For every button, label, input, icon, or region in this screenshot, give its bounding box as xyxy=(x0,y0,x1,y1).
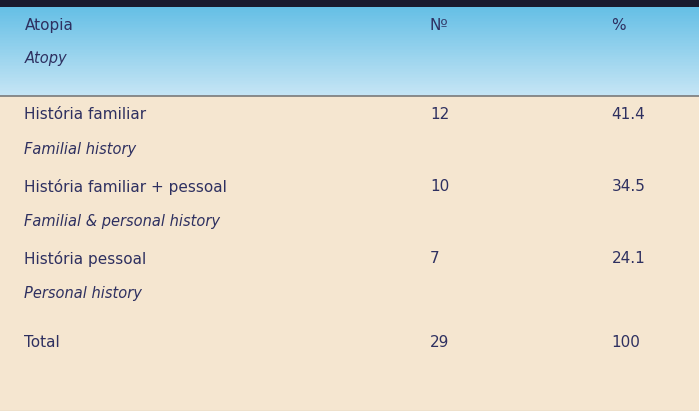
Bar xyxy=(0,90,699,91)
Bar xyxy=(0,56,699,58)
Text: Familial history: Familial history xyxy=(24,142,136,157)
Text: Atopia: Atopia xyxy=(24,18,73,33)
Bar xyxy=(0,84,699,85)
Bar xyxy=(0,87,699,88)
Bar xyxy=(0,53,699,55)
Bar xyxy=(0,55,699,56)
Bar xyxy=(0,65,699,66)
Bar xyxy=(0,13,699,15)
Bar xyxy=(0,15,699,16)
Bar xyxy=(0,37,699,38)
Bar xyxy=(0,96,699,411)
Bar xyxy=(0,88,699,90)
Bar xyxy=(0,78,699,80)
Bar xyxy=(0,22,699,23)
Bar xyxy=(0,19,699,21)
Bar xyxy=(0,75,699,76)
Bar xyxy=(0,9,699,10)
Bar xyxy=(0,74,699,75)
Bar xyxy=(0,50,699,52)
Bar xyxy=(0,32,699,34)
Bar xyxy=(0,62,699,63)
Text: História familiar + pessoal: História familiar + pessoal xyxy=(24,179,227,195)
Bar xyxy=(0,16,699,18)
Bar xyxy=(0,23,699,25)
Text: 41.4: 41.4 xyxy=(612,107,645,122)
Bar xyxy=(0,21,699,22)
Bar xyxy=(0,58,699,59)
Text: Nº: Nº xyxy=(430,18,449,33)
Bar xyxy=(0,0,699,7)
Bar xyxy=(0,93,699,94)
Bar xyxy=(0,85,699,87)
Bar xyxy=(0,63,699,65)
Bar xyxy=(0,46,699,47)
Bar xyxy=(0,40,699,41)
Text: 24.1: 24.1 xyxy=(612,251,645,266)
Bar xyxy=(0,51,699,53)
Text: 34.5: 34.5 xyxy=(612,179,645,194)
Bar xyxy=(0,60,699,62)
Bar xyxy=(0,66,699,68)
Bar xyxy=(0,80,699,81)
Bar xyxy=(0,47,699,48)
Text: 10: 10 xyxy=(430,179,449,194)
Bar xyxy=(0,18,699,19)
Bar xyxy=(0,12,699,13)
Text: Familial & personal history: Familial & personal history xyxy=(24,214,220,229)
Bar xyxy=(0,68,699,69)
Bar xyxy=(0,59,699,60)
Bar xyxy=(0,48,699,50)
Text: 7: 7 xyxy=(430,251,440,266)
Bar xyxy=(0,91,699,93)
Bar xyxy=(0,28,699,30)
Bar xyxy=(0,81,699,83)
Bar xyxy=(0,71,699,72)
Bar xyxy=(0,72,699,74)
Bar xyxy=(0,35,699,37)
Bar xyxy=(0,34,699,35)
Bar xyxy=(0,43,699,44)
Text: História familiar: História familiar xyxy=(24,107,147,122)
Bar xyxy=(0,27,699,28)
Text: 29: 29 xyxy=(430,335,449,350)
Bar xyxy=(0,25,699,27)
Bar xyxy=(0,94,699,96)
Bar xyxy=(0,38,699,40)
Bar xyxy=(0,83,699,84)
Bar xyxy=(0,10,699,12)
Text: 100: 100 xyxy=(612,335,640,350)
Bar xyxy=(0,30,699,31)
Bar xyxy=(0,44,699,46)
Text: Atopy: Atopy xyxy=(24,51,67,66)
Text: 12: 12 xyxy=(430,107,449,122)
Text: História pessoal: História pessoal xyxy=(24,251,147,267)
Bar xyxy=(0,69,699,71)
Bar xyxy=(0,7,699,9)
Bar xyxy=(0,76,699,78)
Text: %: % xyxy=(612,18,626,33)
Bar xyxy=(0,31,699,32)
Text: Total: Total xyxy=(24,335,60,350)
Bar xyxy=(0,41,699,43)
Text: Personal history: Personal history xyxy=(24,286,143,300)
